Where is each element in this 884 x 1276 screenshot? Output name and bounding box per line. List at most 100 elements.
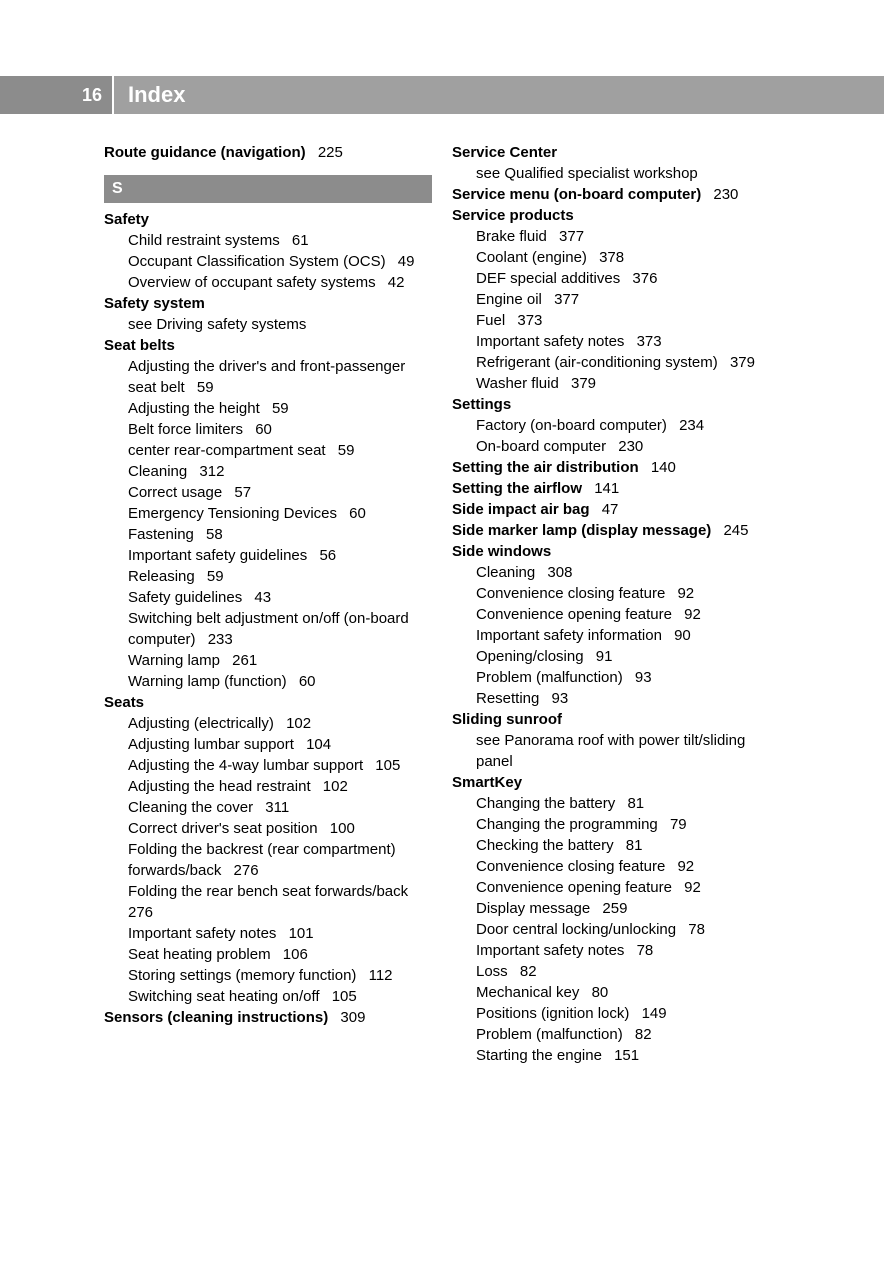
index-entry: Folding the rear bench seat forwards/bac… xyxy=(104,881,432,923)
index-entry-label: Adjusting (electrically) xyxy=(128,715,278,732)
index-entry-page: 60 xyxy=(349,505,366,522)
index-entry-page: 377 xyxy=(559,228,584,245)
index-entry: Side impact air bag 47 xyxy=(452,499,780,520)
index-entry-page: 42 xyxy=(388,274,405,291)
index-entry: Switching seat heating on/off 105 xyxy=(104,986,432,1007)
index-entry: Folding the backrest (rear compartment) … xyxy=(104,839,432,881)
index-entry-label: Convenience closing feature xyxy=(476,858,669,875)
index-entry-page: 378 xyxy=(599,249,624,266)
index-entry: Important safety guidelines 56 xyxy=(104,545,432,566)
index-entry-label: Important safety notes xyxy=(476,942,629,959)
index-see-reference: see Panorama roof with power tilt/slidin… xyxy=(452,730,780,772)
index-entry-label: Convenience opening feature xyxy=(476,879,676,896)
index-entry-label: Refrigerant (air-conditioning system) xyxy=(476,354,722,371)
index-entry-label: DEF special additives xyxy=(476,270,624,287)
index-entry: On-board computer 230 xyxy=(452,436,780,457)
index-entry-page: 141 xyxy=(594,480,619,497)
index-entry-label: Coolant (engine) xyxy=(476,249,591,266)
index-entry: Resetting 93 xyxy=(452,688,780,709)
index-entry: Route guidance (navigation) 225 xyxy=(104,142,432,163)
index-entry-label: Changing the battery xyxy=(476,795,619,812)
index-entry-label: Loss xyxy=(476,963,512,980)
index-entry: Setting the air distribution 140 xyxy=(452,457,780,478)
index-entry-page: 259 xyxy=(602,900,627,917)
index-entry-label: Warning lamp xyxy=(128,652,224,669)
index-entry: Safety guidelines 43 xyxy=(104,587,432,608)
index-see-reference: see Driving safety systems xyxy=(104,314,432,335)
index-entry-page: 105 xyxy=(375,757,400,774)
index-entry-page: 309 xyxy=(340,1009,365,1026)
index-entry-label: Correct driver's seat position xyxy=(128,820,322,837)
index-entry-label: Warning lamp (function) xyxy=(128,673,291,690)
index-entry-page: 376 xyxy=(632,270,657,287)
index-entry: Adjusting (electrically) 102 xyxy=(104,713,432,734)
index-entry: Important safety notes 373 xyxy=(452,331,780,352)
index-entry-label: Occupant Classification System (OCS) xyxy=(128,253,390,270)
index-entry: DEF special additives 376 xyxy=(452,268,780,289)
index-entry-page: 225 xyxy=(318,144,343,161)
index-entry-page: 82 xyxy=(520,963,537,980)
index-entry-page: 276 xyxy=(234,862,259,879)
index-entry: Service menu (on-board computer) 230 xyxy=(452,184,780,205)
index-entry-label: Adjusting the 4-way lumbar support xyxy=(128,757,367,774)
index-entry-page: 245 xyxy=(723,522,748,539)
index-content: Route guidance (navigation) 225SSafetyCh… xyxy=(0,114,884,1066)
index-entry-label: Cleaning the cover xyxy=(128,799,257,816)
index-entry-label: Side impact air bag xyxy=(452,501,594,518)
index-heading: Seats xyxy=(104,692,432,713)
index-column-left: Route guidance (navigation) 225SSafetyCh… xyxy=(104,142,432,1066)
index-entry-label: Convenience closing feature xyxy=(476,585,669,602)
index-entry-label: Mechanical key xyxy=(476,984,584,1001)
index-entry: Changing the battery 81 xyxy=(452,793,780,814)
index-entry: Important safety notes 78 xyxy=(452,940,780,961)
index-heading: Settings xyxy=(452,394,780,415)
index-entry: Convenience opening feature 92 xyxy=(452,604,780,625)
index-entry: Sensors (cleaning instructions) 309 xyxy=(104,1007,432,1028)
index-entry-page: 102 xyxy=(286,715,311,732)
index-entry-label: Adjusting the driver's and front-passeng… xyxy=(128,358,405,396)
index-entry: Correct driver's seat position 100 xyxy=(104,818,432,839)
index-entry: Important safety notes 101 xyxy=(104,923,432,944)
index-entry-page: 234 xyxy=(679,417,704,434)
index-entry: Occupant Classification System (OCS) 49 xyxy=(104,251,432,272)
index-entry-label: Starting the engine xyxy=(476,1047,606,1064)
index-entry-label: Resetting xyxy=(476,690,544,707)
index-entry-page: 100 xyxy=(330,820,355,837)
index-entry-label: Side marker lamp (display message) xyxy=(452,522,715,539)
index-heading: Sliding sunroof xyxy=(452,709,780,730)
index-entry-page: 379 xyxy=(571,375,596,392)
index-entry-label: Child restraint systems xyxy=(128,232,284,249)
index-entry-label: Releasing xyxy=(128,568,199,585)
index-entry-page: 78 xyxy=(637,942,654,959)
index-entry: Adjusting the height 59 xyxy=(104,398,432,419)
index-entry-label: Setting the airflow xyxy=(452,480,586,497)
page-number: 16 xyxy=(0,76,114,114)
index-column-right: Service Centersee Qualified specialist w… xyxy=(452,142,780,1066)
index-entry-label: Opening/closing xyxy=(476,648,588,665)
index-entry: Overview of occupant safety systems 42 xyxy=(104,272,432,293)
index-entry: Positions (ignition lock) 149 xyxy=(452,1003,780,1024)
index-entry-page: 43 xyxy=(254,589,271,606)
index-entry-label: Switching belt adjustment on/off (on-boa… xyxy=(128,610,409,648)
index-entry: Adjusting the head restraint 102 xyxy=(104,776,432,797)
index-entry-label: Safety guidelines xyxy=(128,589,246,606)
index-entry: Cleaning 312 xyxy=(104,461,432,482)
index-entry-label: Adjusting lumbar support xyxy=(128,736,298,753)
index-entry-page: 61 xyxy=(292,232,309,249)
index-entry-label: Engine oil xyxy=(476,291,546,308)
index-entry: Changing the programming 79 xyxy=(452,814,780,835)
page-header: 16 Index xyxy=(0,76,884,114)
index-entry-page: 81 xyxy=(627,795,644,812)
index-entry: Door central locking/unlocking 78 xyxy=(452,919,780,940)
index-entry: Coolant (engine) 378 xyxy=(452,247,780,268)
index-entry-label: Storing settings (memory function) xyxy=(128,967,361,984)
index-entry-label: Important safety information xyxy=(476,627,666,644)
index-entry: Display message 259 xyxy=(452,898,780,919)
index-entry: Problem (malfunction) 82 xyxy=(452,1024,780,1045)
index-entry-label: Setting the air distribution xyxy=(452,459,643,476)
index-entry-label: Sensors (cleaning instructions) xyxy=(104,1009,332,1026)
index-entry-page: 311 xyxy=(265,799,289,816)
index-heading: Seat belts xyxy=(104,335,432,356)
index-entry-page: 230 xyxy=(618,438,643,455)
index-entry-page: 261 xyxy=(232,652,257,669)
